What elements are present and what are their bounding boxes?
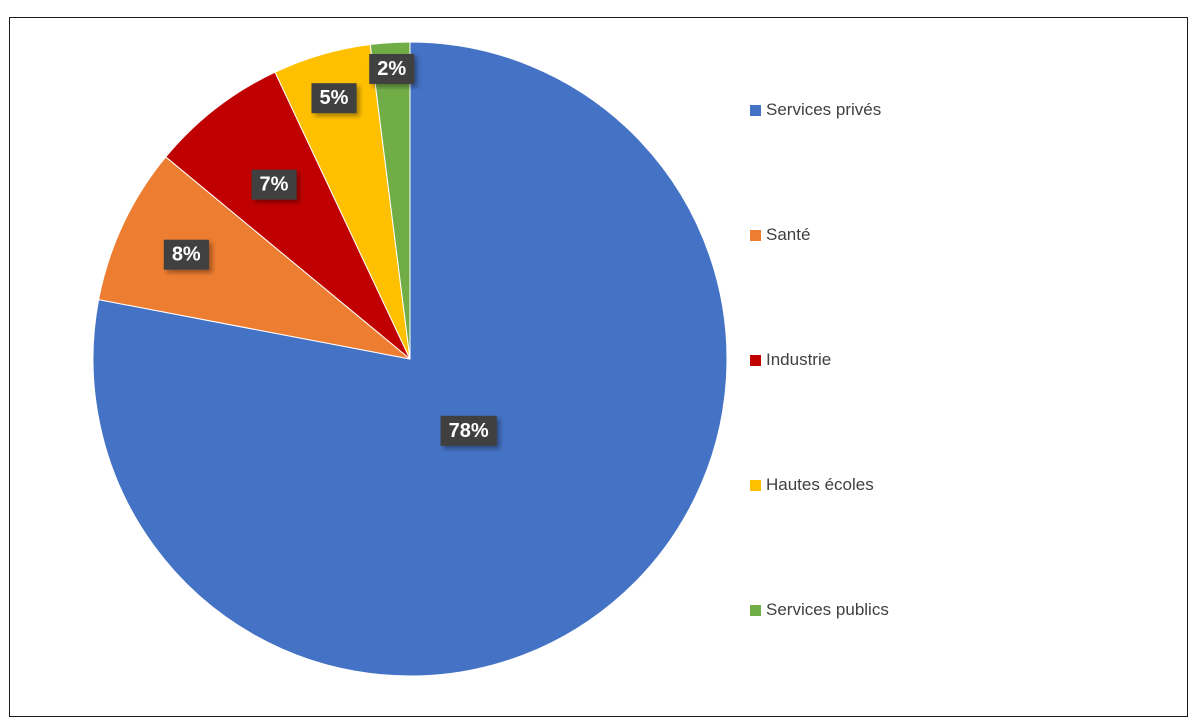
data-label-box [251,169,297,200]
data-label-text: 2% [377,58,406,80]
data-label-3: 7% [251,169,297,200]
legend-label: Hautes écoles [766,475,874,494]
legend-item: Santé [750,223,810,247]
legend-swatch [750,229,761,241]
legend-label: Services publics [766,600,889,619]
data-label-box [369,53,415,84]
data-label-text: 7% [260,174,289,196]
data-label-4: 5% [311,83,357,114]
data-label-5: 2% [369,53,415,84]
pie-slice-3 [165,71,411,360]
data-label-1: 78% [440,415,497,446]
legend-swatch [750,354,761,366]
legend-swatch [750,604,761,616]
legend-label: Santé [766,225,811,244]
data-label-text: 8% [172,244,201,266]
legend-item: Services publics [750,598,889,622]
data-label-box [311,83,357,114]
legend-swatch [750,104,761,116]
data-label-text: 5% [319,87,348,109]
legend-label: Services privés [766,100,882,119]
legend-item: Hautes écoles [750,473,874,497]
data-label-box [163,239,209,270]
legend-label: Industrie [766,350,832,369]
data-label-text: 78% [449,420,489,442]
pie-data-labels: 78% 8% 7% 5% 2% [163,53,497,446]
pie-slice-1 [92,41,728,677]
legend-swatch [750,479,761,491]
legend-item: Industrie [750,348,831,372]
pie-chart: 78% 8% 7% 5% 2% [92,41,728,677]
legend-item: Services privés [750,98,881,122]
pie-slices [92,41,728,677]
pie-slice-5 [369,41,411,360]
data-label-box [440,415,497,446]
pie-slice-2 [98,156,411,360]
data-label-2: 8% [163,239,209,270]
